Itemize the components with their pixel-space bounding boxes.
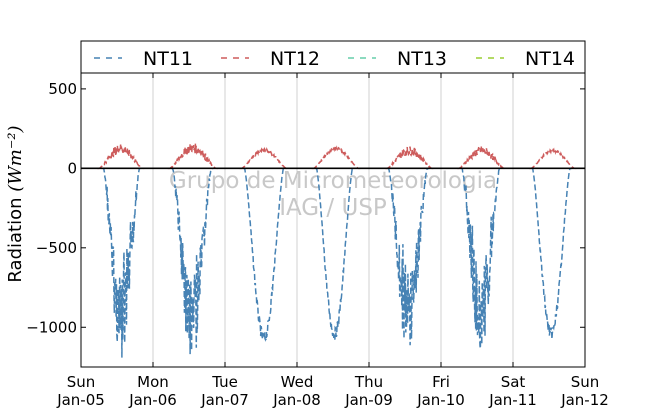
y-tick-label: −500 xyxy=(36,239,77,257)
watermark-line-2: IAG / USP xyxy=(279,195,387,221)
x-tick-label-date: Jan-09 xyxy=(344,391,393,409)
y-axis-label: Radiation (Wm⁻²) xyxy=(5,125,26,282)
series-line-nt11 xyxy=(460,167,502,349)
x-tick-label-day: Mon xyxy=(137,373,169,391)
series-line-nt12 xyxy=(311,145,361,170)
legend-label-nt14: NT14 xyxy=(525,48,575,70)
y-axis: 500 0 −500 −1000 xyxy=(26,80,585,336)
legend-label-nt11: NT11 xyxy=(143,48,193,70)
series-line-nt11 xyxy=(386,167,430,346)
x-tick-label-day: Thu xyxy=(354,373,383,391)
x-tick-label-day: Sun xyxy=(571,373,600,391)
legend: NT11 NT12 NT13 NT14 xyxy=(80,40,586,74)
legend-box xyxy=(80,40,586,74)
series-line-nt12 xyxy=(385,146,434,170)
series-line-nt11 xyxy=(101,167,142,358)
x-tick-label-day: Sun xyxy=(67,373,96,391)
legend-label-nt13: NT13 xyxy=(397,48,447,70)
x-tick-label-day: Wed xyxy=(281,373,314,391)
series-line-nt11 xyxy=(314,167,355,340)
series-line-nt12 xyxy=(457,144,506,170)
y-axis-label-text: Radiation xyxy=(5,198,26,283)
series-line-nt12 xyxy=(167,143,218,170)
x-axis: SunJan-05MonJan-06TueJan-07WedJan-08ThuJ… xyxy=(56,73,609,409)
grid-lines xyxy=(152,73,514,367)
x-tick-label-day: Fri xyxy=(432,373,450,391)
y-axis-label-unit: (Wm⁻²) xyxy=(5,125,26,191)
series-line-nt12 xyxy=(239,146,289,170)
watermark: Grupo de Micrometeorologia IAG / USP xyxy=(169,168,497,221)
legend-label-nt12: NT12 xyxy=(270,48,320,70)
watermark-line-1: Grupo de Micrometeorologia xyxy=(169,168,497,194)
x-tick-label-date: Jan-12 xyxy=(560,391,609,409)
series-line-nt12 xyxy=(97,144,145,170)
x-tick-label-day: Tue xyxy=(211,373,238,391)
x-tick-label-date: Jan-10 xyxy=(416,391,465,409)
x-tick-label-date: Jan-05 xyxy=(56,391,105,409)
y-tick-label: 0 xyxy=(67,159,77,177)
series-line-nt12 xyxy=(529,147,577,170)
x-tick-label-date: Jan-11 xyxy=(488,391,537,409)
x-tick-label-date: Jan-07 xyxy=(200,391,249,409)
x-tick-label-date: Jan-06 xyxy=(128,391,177,409)
series-line-nt11 xyxy=(530,167,572,340)
x-tick-label-day: Sat xyxy=(501,373,526,391)
x-tick-label-date: Jan-08 xyxy=(272,391,321,409)
y-tick-label: 500 xyxy=(48,80,77,98)
series-group xyxy=(97,143,577,358)
series-line-nt11 xyxy=(242,167,286,342)
y-tick-label: −1000 xyxy=(26,318,77,336)
series-line-nt11 xyxy=(170,167,214,355)
